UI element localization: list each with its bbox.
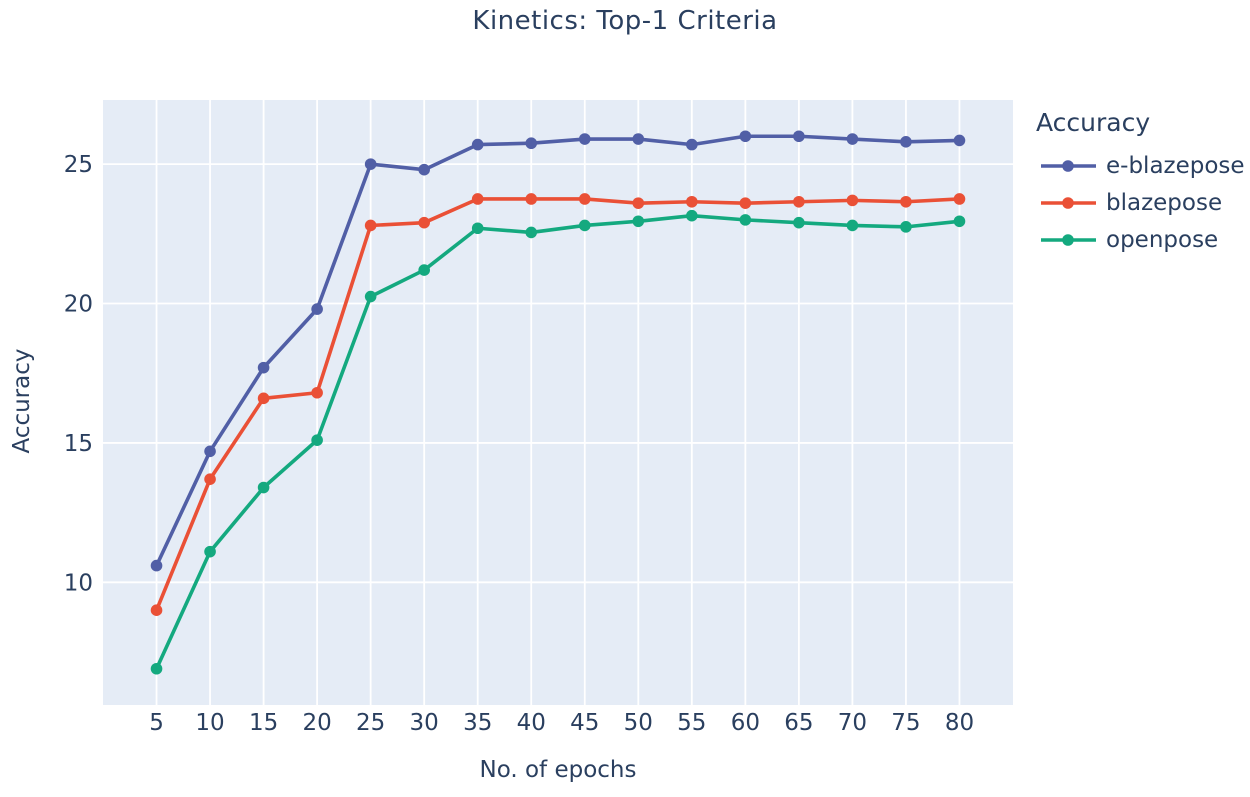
x-tick-label: 45: [570, 710, 599, 736]
data-point-marker[interactable]: [471, 138, 484, 151]
x-tick-label: 55: [677, 710, 706, 736]
data-point-marker[interactable]: [525, 137, 538, 150]
y-tick-label: 20: [64, 292, 93, 318]
data-point-marker[interactable]: [204, 473, 216, 485]
x-tick-label: 10: [195, 710, 224, 736]
series-line: [154, 134, 962, 568]
data-point-marker[interactable]: [846, 194, 859, 207]
x-tick-label: 60: [731, 710, 760, 736]
data-point-marker[interactable]: [150, 604, 163, 617]
data-point-marker[interactable]: [578, 219, 591, 232]
data-point-marker[interactable]: [525, 226, 538, 239]
x-tick-label: 25: [356, 710, 385, 736]
data-point-marker[interactable]: [686, 209, 698, 222]
y-tick-label: 15: [64, 431, 93, 457]
data-point-marker[interactable]: [632, 197, 645, 209]
data-point-marker[interactable]: [846, 219, 859, 232]
data-point-marker[interactable]: [257, 361, 270, 374]
data-point-marker[interactable]: [686, 195, 698, 208]
gridlines: [103, 100, 1013, 705]
legend-entry-openpose[interactable]: openpose: [1032, 221, 1247, 258]
data-point-marker[interactable]: [311, 303, 323, 315]
y-tick-label: 10: [64, 570, 93, 596]
data-point-marker[interactable]: [686, 138, 698, 151]
x-tick-label: 40: [517, 710, 546, 736]
data-point-marker[interactable]: [900, 221, 912, 233]
legend-entry-label: e-blazepose: [1106, 152, 1245, 179]
series-openpose[interactable]: [150, 209, 966, 675]
data-point-marker[interactable]: [311, 434, 323, 446]
data-point-marker[interactable]: [204, 445, 216, 458]
data-point-marker[interactable]: [793, 216, 805, 229]
y-axis-title: Accuracy: [9, 348, 35, 454]
data-point-marker[interactable]: [364, 290, 377, 303]
data-point-marker[interactable]: [525, 193, 538, 205]
x-tick-label: 20: [302, 710, 331, 736]
legend-entry-label: openpose: [1106, 226, 1219, 253]
legend-entry-label: blazepose: [1106, 189, 1223, 216]
data-point-marker[interactable]: [418, 216, 430, 229]
data-point-marker[interactable]: [257, 392, 270, 405]
data-point-marker[interactable]: [900, 195, 912, 208]
x-tick-label: 75: [891, 710, 920, 736]
tick-labels: 5 10 15 20 25 30 35 40 45 50 55 60 65 70 75 80 10 15 20 25: [64, 152, 974, 736]
legend-line-sample-icon: [1041, 233, 1096, 246]
data-point-marker[interactable]: [793, 195, 805, 208]
data-point-marker[interactable]: [150, 559, 163, 572]
data-point-marker[interactable]: [578, 133, 591, 145]
data-point-marker[interactable]: [739, 130, 752, 143]
x-tick-label: 70: [838, 710, 867, 736]
chart-title: Kinetics: Top-1 Criteria: [472, 6, 778, 36]
data-point-marker[interactable]: [953, 134, 966, 147]
data-point-marker[interactable]: [846, 133, 859, 145]
series-blazepose[interactable]: [150, 193, 966, 617]
data-point-marker[interactable]: [257, 481, 270, 494]
x-axis-title: No. of epochs: [479, 757, 637, 783]
data-point-marker[interactable]: [418, 163, 430, 176]
data-point-marker[interactable]: [204, 545, 216, 558]
data-point-marker[interactable]: [150, 662, 163, 675]
data-point-marker[interactable]: [739, 214, 752, 226]
series-e-blazepose[interactable]: [150, 130, 966, 572]
x-tick-label: 50: [624, 710, 653, 736]
data-point-marker[interactable]: [953, 193, 966, 205]
y-tick-label: 25: [64, 152, 93, 178]
data-point-marker[interactable]: [900, 136, 912, 148]
legend-entry-blazepose[interactable]: blazepose: [1032, 184, 1247, 221]
legend-line-sample-icon: [1041, 196, 1096, 209]
x-tick-label: 65: [784, 710, 813, 736]
data-point-marker[interactable]: [632, 133, 645, 145]
series-line: [154, 213, 962, 671]
x-tick-label: 80: [945, 710, 974, 736]
data-point-marker[interactable]: [471, 193, 484, 205]
data-point-marker[interactable]: [578, 193, 591, 205]
data-point-marker[interactable]: [471, 222, 484, 235]
data-point-marker[interactable]: [793, 130, 805, 143]
data-point-marker[interactable]: [418, 264, 430, 276]
data-point-marker[interactable]: [311, 386, 323, 399]
data-point-marker[interactable]: [953, 215, 966, 228]
data-point-marker[interactable]: [739, 197, 752, 209]
x-tick-label: 30: [410, 710, 439, 736]
legend-title: Accuracy: [1036, 108, 1151, 137]
data-point-marker[interactable]: [364, 158, 377, 170]
x-tick-label: 5: [149, 710, 164, 736]
x-tick-label: 35: [463, 710, 492, 736]
legend: Accuracy e-blazepose blazepose openpose: [1032, 108, 1247, 258]
data-point-marker[interactable]: [632, 215, 645, 228]
legend-line-sample-icon: [1041, 159, 1096, 172]
series-line: [154, 197, 962, 613]
legend-entry-e-blazepose[interactable]: e-blazepose: [1032, 147, 1247, 184]
data-point-marker[interactable]: [364, 219, 377, 232]
x-tick-label: 15: [249, 710, 278, 736]
